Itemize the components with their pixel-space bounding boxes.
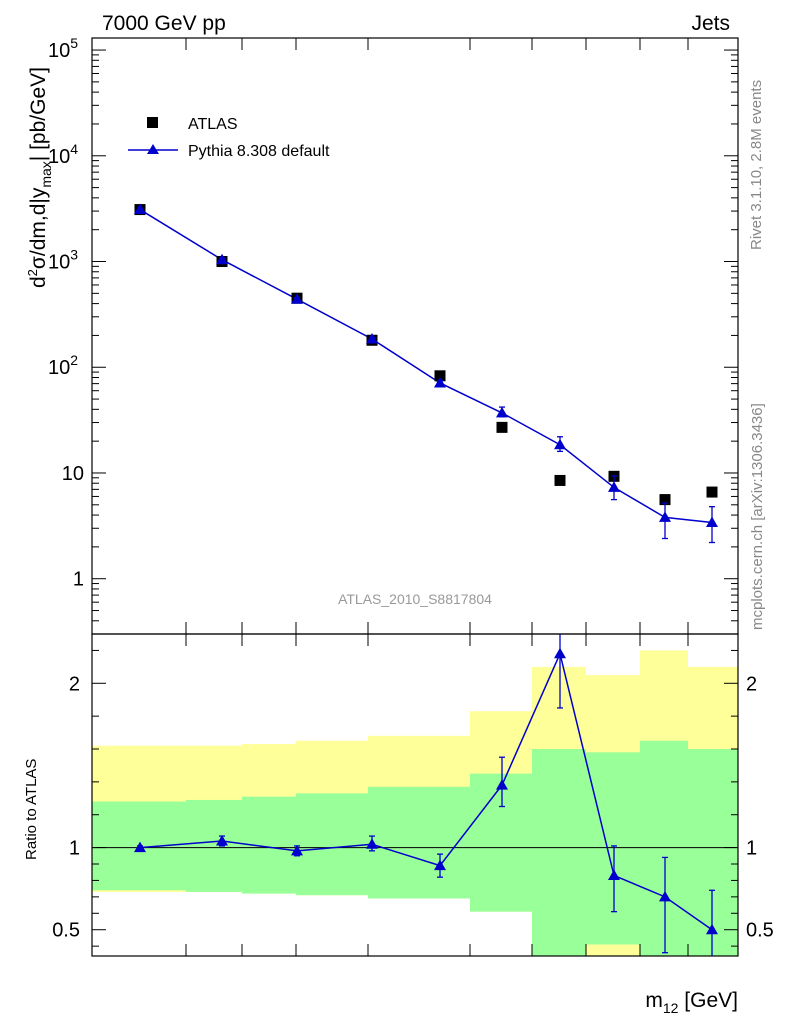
ratio-y-tick-label: 2 [69,673,80,695]
atlas-point [706,486,718,498]
legend: ATLAS Pythia 8.308 default [128,116,330,160]
pythia-point [496,406,508,418]
green-band-bin [368,786,470,899]
atlas-point [434,370,446,382]
pythia-point [134,203,146,215]
legend-label-pythia: Pythia 8.308 default [188,143,330,160]
axis-ticks: 1 10 102 103 104 105 0.5 0.5 1 1 2 2 [48,35,774,956]
pythia-point [216,253,228,265]
analysis-label: ATLAS_2010_S8817804 [338,591,492,607]
y-tick-label: 103 [48,247,78,274]
pythia-point [608,481,620,492]
green-band-bin [296,793,368,896]
ratio-point [216,835,228,846]
pythia-point [554,438,566,450]
ratio-y-axis-label: Ratio to ATLAS [23,759,40,860]
atlas-point [659,494,671,506]
pythia-point [434,376,446,388]
ratio-y-tick-label-right: 1 [746,838,757,860]
ratio-bands [92,650,738,956]
header-left: 7000 GeV pp [102,12,226,35]
ratio-y-tick-label-right: 0.5 [746,920,774,942]
ratio-point [434,859,446,871]
ratio-point [291,844,303,856]
pythia-line [139,208,713,524]
y-tick-label: 102 [48,352,78,379]
ratio-y-tick-label: 1 [69,838,80,860]
ratio-line [139,651,713,931]
ratio-point [554,647,566,659]
x-axis-label: m12 [GeV] [645,989,738,1016]
ratio-point [366,838,378,849]
ratio-point [659,890,671,902]
green-band-bin [470,773,532,912]
ratio-point [706,923,718,935]
pythia-point [659,511,671,522]
y-tick-label: 1 [73,569,84,591]
ratio-series [134,634,718,956]
y-axis-label: d2σ/dm,d|ymax| [pb/GeV] [25,67,54,288]
main-series [134,203,718,544]
side-label-bottom: mcplots.cern.ch [arXiv:1306.3436] [749,403,766,630]
green-band-bin [532,749,586,956]
ratio-y-tick-label-right: 2 [746,673,757,695]
ratio-point [608,869,620,880]
green-band-bin [186,799,242,892]
legend-label-atlas: ATLAS [188,116,238,133]
ratio-plot-frame [91,633,739,957]
green-band-bin [640,740,688,956]
green-band-bin [688,749,738,956]
green-band-bin [586,752,640,945]
atlas-point [496,421,508,433]
ratio-point [134,841,146,853]
pythia-point [706,516,718,528]
y-tick-label: 105 [48,35,78,62]
legend-marker-pythia [147,144,159,154]
y-tick-label: 104 [48,141,78,168]
legend-marker-atlas [147,117,158,128]
ratio-point [496,779,508,790]
pythia-point [366,332,378,344]
atlas-point [554,474,566,486]
side-label-top: Rivet 3.1.10, 2.8M events [748,80,765,250]
ratio-y-tick-label: 0.5 [52,920,80,942]
y-tick-label: 10 [62,463,84,485]
pythia-point [291,293,303,304]
header-right: Jets [691,12,730,35]
